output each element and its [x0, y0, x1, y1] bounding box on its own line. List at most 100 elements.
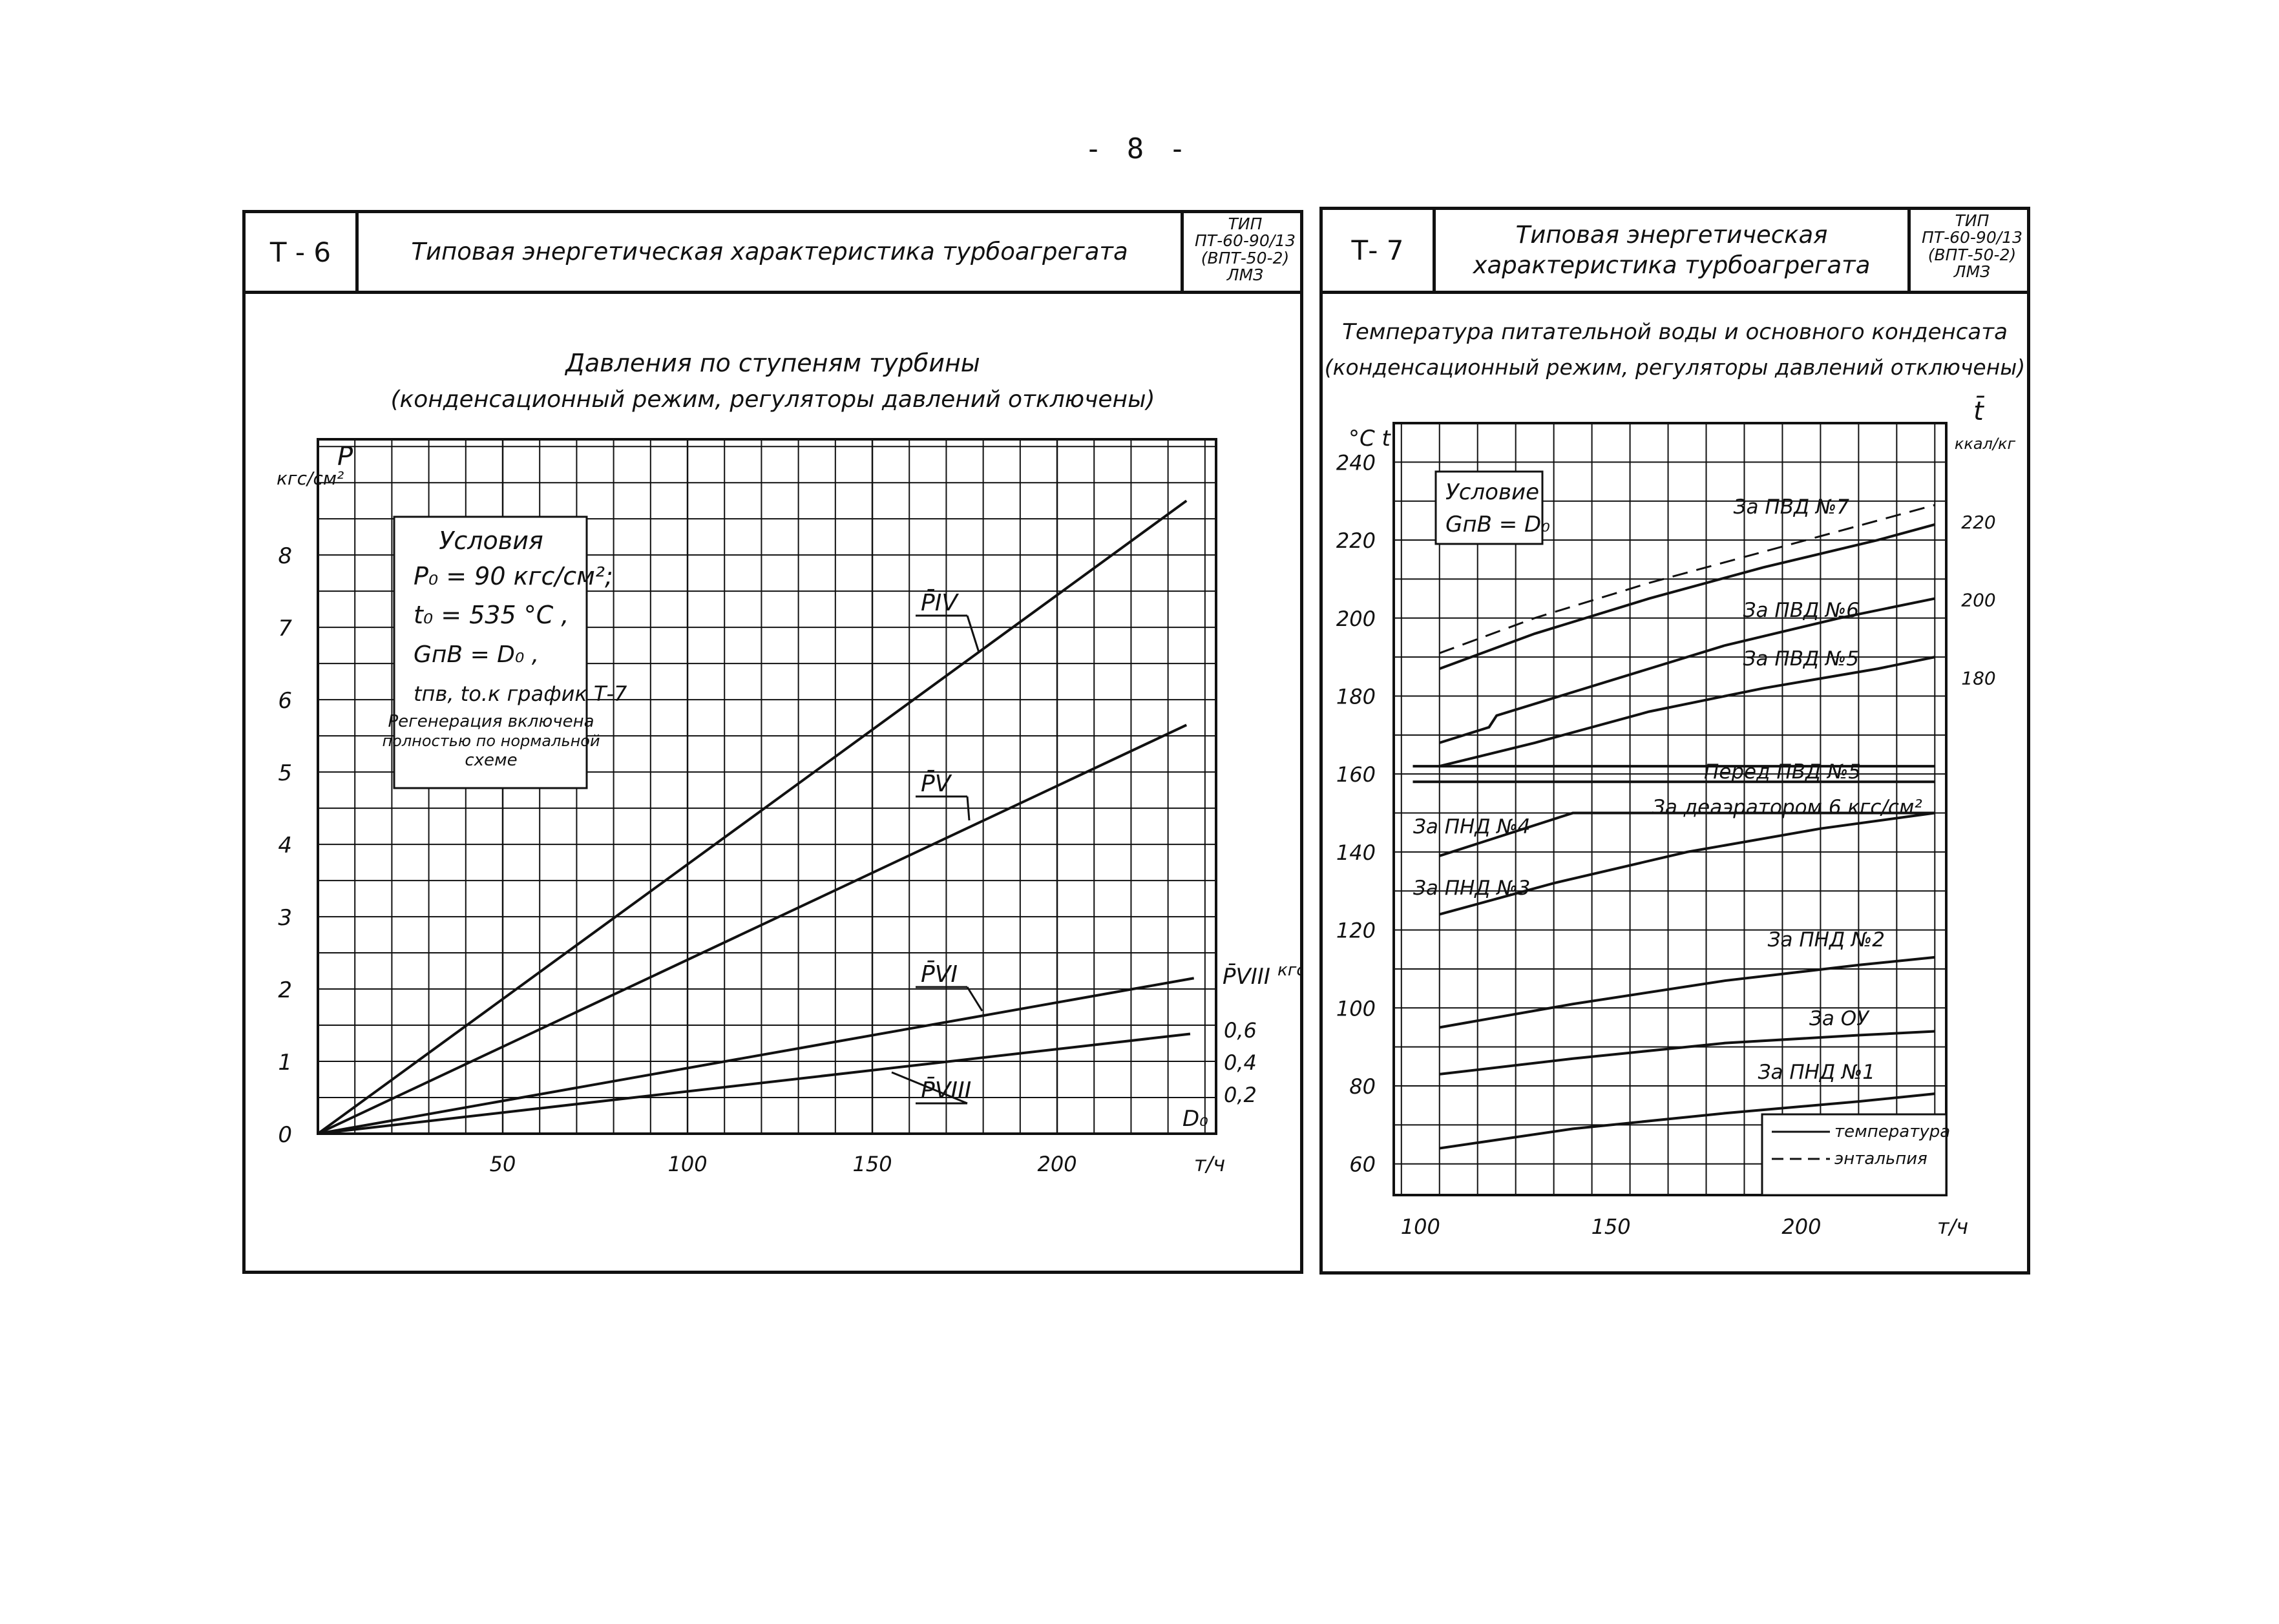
y-tick-label: 160 — [1336, 762, 1376, 787]
y-axis-units: кгс/см² — [277, 468, 344, 489]
series-line — [317, 724, 1188, 1135]
series-label: P̄IV — [921, 588, 959, 616]
sheet-t7: Т- 7 Типовая энергетическая характеристи… — [1319, 207, 2030, 1275]
sheet-t6-type-stamp: ТИП ПТ-60-90/13 (ВПТ-50-2) ЛМЗ — [1190, 213, 1300, 291]
y-tick-label: 180 — [1336, 684, 1376, 709]
type-line: (ВПТ-50-2) — [1927, 245, 2017, 264]
series-label: Перед ПВД №5 — [1704, 760, 1861, 784]
chart-subtitle: (конденсационный режим, регуляторы давле… — [390, 386, 1155, 413]
series-line — [1439, 656, 1935, 768]
type-line: ПТ-60-90/13 — [1195, 231, 1296, 251]
y-tick-label: 220 — [1336, 528, 1376, 553]
y2-axis-label: P̄VIII — [1223, 963, 1270, 990]
y-tick-label: 7 — [278, 616, 292, 641]
x-tick-label: 200 — [1781, 1214, 1821, 1239]
y2-tick-label: 220 — [1961, 512, 1995, 533]
y-tick-label: 200 — [1336, 607, 1376, 631]
plot-frame — [317, 438, 1217, 1135]
sheet-t6-title: Типовая энергетическая характеристика ту… — [359, 213, 1184, 291]
conditions-box — [393, 515, 588, 789]
series-label: За ПНД №4 — [1413, 815, 1530, 838]
series-line — [1439, 597, 1935, 744]
y-axis-label: °С t — [1349, 426, 1392, 452]
series-label: За ПВД №5 — [1743, 647, 1859, 671]
legend-label: энтальпия — [1834, 1149, 1927, 1169]
series-line — [1439, 811, 1935, 916]
page-number: - 8 - — [1084, 132, 1190, 165]
series-line — [317, 1032, 1191, 1135]
series-label: За ПНД №3 — [1413, 877, 1530, 900]
type-line: (ВПТ-50-2) — [1201, 248, 1290, 267]
sheet-t6-code: Т - 6 — [246, 213, 359, 291]
series-label-leader — [891, 1071, 968, 1105]
x-tick-label: 200 — [1037, 1152, 1076, 1176]
y-tick-label: 2 — [278, 977, 292, 1003]
y-tick-label: 3 — [278, 905, 292, 931]
x-tick-label: 50 — [490, 1152, 516, 1176]
y2-tick-label: 0,6 — [1224, 1018, 1257, 1043]
x-tick-label: 150 — [852, 1152, 892, 1176]
y2-tick-label: 0,2 — [1224, 1083, 1257, 1107]
series-label: P̄V — [921, 769, 952, 797]
x-tick-label: 100 — [1401, 1214, 1440, 1239]
conditions-line: tпв, tо.к график Т-7 — [414, 682, 627, 706]
series-line — [1439, 955, 1935, 1029]
y-tick-label: 6 — [278, 688, 292, 714]
y2-axis-units: ккал/кг — [1955, 435, 2016, 453]
type-line: ЛМЗ — [1226, 265, 1264, 284]
condition-line: GпВ = D₀ — [1445, 512, 1550, 537]
conditions-line: схеме — [465, 751, 517, 770]
y-tick-label: 4 — [278, 833, 292, 859]
y-tick-label: 120 — [1336, 919, 1376, 943]
sheet-t7-code: Т- 7 — [1323, 210, 1436, 291]
series-line — [1439, 523, 1935, 671]
series-label: За ПНД №2 — [1768, 928, 1885, 952]
sheet-t6: Т - 6 Типовая энергетическая характерист… — [242, 210, 1303, 1274]
x-tick-label: 100 — [667, 1152, 707, 1176]
y2-axis-units: кгс/см² — [1277, 961, 1300, 980]
series-line — [1439, 811, 1935, 857]
series-label: За деаэратором 6 кгс/см² — [1652, 796, 1922, 819]
chart-feedwater-temperature: Температура питательной воды и основного… — [1325, 319, 2026, 1239]
series-label-leader — [966, 986, 983, 1012]
chart-title: Температура питательной воды и основного… — [1342, 319, 2008, 345]
chart-subtitle: (конденсационный режим, регуляторы давле… — [1325, 355, 2026, 380]
y2-axis-label: t̄ — [1973, 395, 1984, 426]
sheet-t6-header: Т - 6 Типовая энергетическая характерист… — [246, 213, 1300, 294]
sheet-t7-header: Т- 7 Типовая энергетическая характеристи… — [1323, 210, 2027, 294]
title-line: характеристика турбоагрегата — [1473, 251, 1871, 279]
series-line — [317, 499, 1188, 1135]
y-tick-label: 80 — [1349, 1074, 1376, 1099]
series-label: За ПВД №7 — [1734, 495, 1850, 519]
x-axis-label: т/ч — [1937, 1214, 1968, 1239]
y2-tick-label: 200 — [1961, 590, 1995, 611]
y2-tick-label: 180 — [1961, 667, 1995, 689]
series-label: P̄VIII — [921, 1076, 971, 1104]
condition-title: Условие — [1445, 479, 1539, 505]
sheet-t7-type-stamp: ТИП ПТ-60-90/13 (ВПТ-50-2) ЛМЗ — [1917, 210, 2027, 291]
legend-label: температура — [1834, 1122, 1950, 1141]
type-line: ЛМЗ — [1953, 262, 1991, 281]
y-tick-label: 0 — [278, 1122, 292, 1148]
chart-stage-pressures: Давления по ступеням турбины (конденсацио… — [277, 349, 1300, 1176]
x-tick-label: 150 — [1591, 1214, 1631, 1239]
series-label-leader — [966, 615, 980, 653]
plot-frame — [1392, 422, 1948, 1196]
series-label: За ПНД №1 — [1758, 1061, 1875, 1084]
y2-tick-label: 0,4 — [1224, 1050, 1257, 1075]
type-line: ТИП — [1228, 214, 1263, 233]
series-label: За ПВД №6 — [1743, 599, 1859, 622]
series-label-leader — [966, 796, 971, 821]
series-line — [317, 977, 1195, 1135]
y-tick-label: 240 — [1336, 450, 1376, 475]
chart-title: Давления по ступеням турбины — [564, 349, 980, 377]
y-axis-label: P — [337, 442, 353, 472]
condition-box — [1434, 470, 1544, 545]
conditions-line: Регенерация включена — [388, 712, 594, 731]
series-label: За ОУ — [1809, 1007, 1870, 1030]
y-tick-label: 1 — [278, 1050, 292, 1076]
series-line — [1439, 504, 1935, 654]
conditions-line: P₀ = 90 кгс/см²; — [414, 562, 613, 590]
legend-box — [1761, 1113, 1948, 1196]
series-label: P̄VI — [921, 960, 958, 988]
